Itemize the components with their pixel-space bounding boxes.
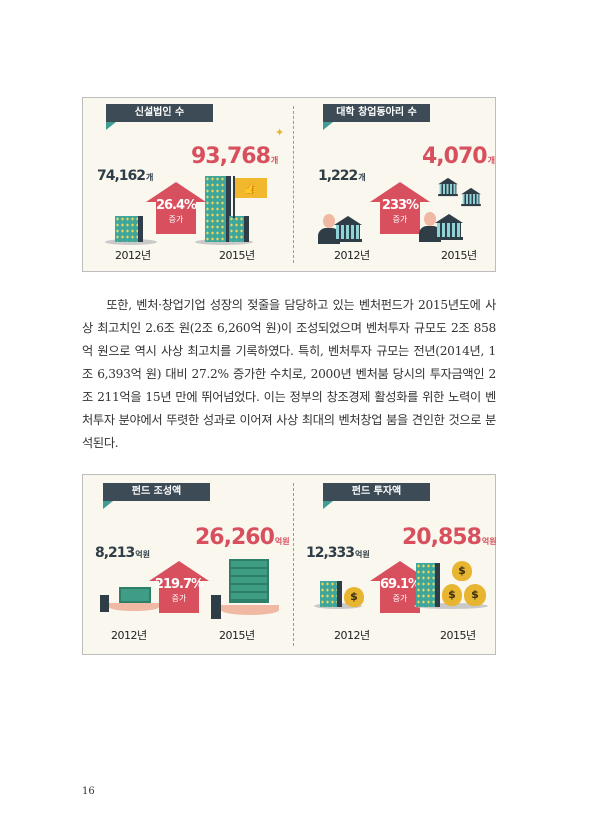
sleeve-icon bbox=[211, 595, 221, 619]
year-2012: 2012년 bbox=[111, 629, 147, 642]
panel-title: 펀드 조성액 bbox=[103, 483, 210, 509]
page-number: 16 bbox=[82, 786, 95, 797]
value-2015: 26,260억원 bbox=[195, 525, 290, 550]
value-2012: 1,222개 bbox=[318, 168, 366, 184]
body-paragraph: 또한, 벤처·창업기업 성장의 젖줄을 담당하고 있는 벤처펀드가 2015년도… bbox=[82, 298, 496, 450]
value-2012: 12,333억원 bbox=[306, 545, 370, 561]
money-bag-icon: $ bbox=[442, 584, 462, 606]
building-icon bbox=[229, 216, 249, 242]
year-2015: 2015년 bbox=[440, 629, 476, 642]
year-2015: 2015년 bbox=[441, 249, 477, 262]
value-2015: 20,858억원 bbox=[402, 525, 497, 550]
value-2015: 4,070개 bbox=[422, 144, 495, 169]
increase-arrow: 69.1% 증가 bbox=[370, 561, 430, 613]
hand-icon bbox=[221, 605, 279, 615]
money-stack-icon bbox=[229, 559, 269, 603]
sleeve-icon bbox=[100, 595, 109, 612]
university-building-icon bbox=[435, 214, 463, 240]
value-2012: 74,162개 bbox=[97, 168, 154, 184]
money-bag-icon: $ bbox=[344, 587, 364, 607]
year-2015: 2015년 bbox=[219, 249, 255, 262]
year-2012: 2012년 bbox=[115, 249, 151, 262]
panel-university-clubs: 대학 창업동아리 수 1,222개 4,070개 233% 증가 2012년 20… bbox=[294, 98, 501, 271]
year-2015: 2015년 bbox=[219, 629, 255, 642]
panel-fund-invested: 펀드 투자액 12,333억원 20,858억원 $ 69.1% 증가 $ $ $… bbox=[294, 475, 501, 654]
panel-title: 신설법인 수 bbox=[106, 104, 213, 130]
building-icon bbox=[320, 581, 342, 607]
hand-icon bbox=[109, 603, 159, 611]
thumbs-up-flag-icon: 👍 bbox=[235, 178, 267, 198]
divider bbox=[293, 106, 294, 263]
university-building-icon bbox=[334, 216, 362, 242]
panel-new-corporations: 신설법인 수 74,162개 93,768개 26.4% 증가 👍 ✦ 2012년… bbox=[83, 98, 290, 271]
tall-building-icon bbox=[205, 176, 231, 242]
increase-arrow: 219.7% 증가 bbox=[149, 561, 209, 613]
money-bag-icon: $ bbox=[464, 584, 486, 606]
banknote-icon bbox=[119, 587, 151, 603]
panel-fund-raised: 펀드 조성액 8,213억원 26,260억원 219.7% 증가 2012년 2… bbox=[83, 475, 290, 654]
building-icon bbox=[115, 216, 143, 242]
money-bag-icon: $ bbox=[452, 561, 472, 581]
building-icon bbox=[416, 563, 440, 607]
year-2012: 2012년 bbox=[334, 629, 370, 642]
panel-title: 펀드 투자액 bbox=[323, 483, 430, 509]
university-building-icon bbox=[438, 177, 458, 197]
increase-arrow: 233% 증가 bbox=[370, 182, 430, 234]
infographic-startups: 신설법인 수 74,162개 93,768개 26.4% 증가 👍 ✦ 2012년… bbox=[82, 97, 496, 272]
university-building-icon bbox=[461, 187, 481, 207]
increase-arrow: 26.4% 증가 bbox=[146, 182, 206, 234]
infographic-venture-funds: 펀드 조성액 8,213억원 26,260억원 219.7% 증가 2012년 2… bbox=[82, 474, 497, 655]
value-2012: 8,213억원 bbox=[95, 545, 151, 561]
divider bbox=[293, 483, 294, 646]
panel-title: 대학 창업동아리 수 bbox=[323, 104, 430, 130]
value-2015: 93,768개 bbox=[191, 144, 279, 169]
sparkle-icon: ✦ bbox=[275, 126, 285, 139]
year-2012: 2012년 bbox=[334, 249, 370, 262]
